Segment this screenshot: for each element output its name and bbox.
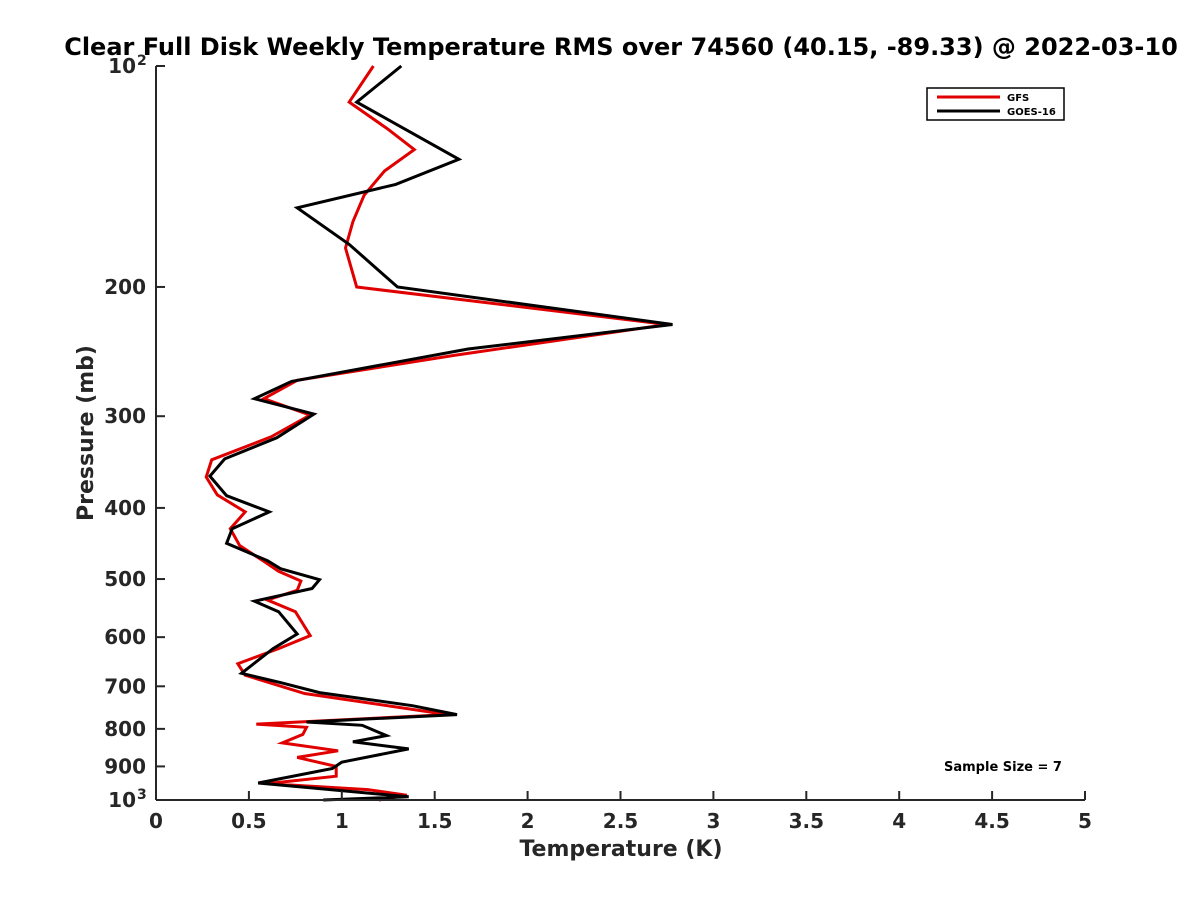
x-tick-label: 3 <box>706 809 720 833</box>
y-tick-label: 500 <box>104 567 146 591</box>
y-tick-label: 10 <box>108 788 136 812</box>
x-tick-label: 4.5 <box>974 809 1009 833</box>
y-tick-exponent: 2 <box>137 53 147 69</box>
y-tick-label: 200 <box>104 275 146 299</box>
x-tick-label: 0.5 <box>231 809 266 833</box>
x-tick-label: 5 <box>1078 809 1092 833</box>
x-tick-label: 2 <box>521 809 535 833</box>
legend: GFS GOES-16 <box>926 87 1065 121</box>
sample-size-annotation: Sample Size = 7 <box>944 760 1062 775</box>
y-tick-label: 600 <box>104 625 146 649</box>
x-axis-label: Temperature (K) <box>519 837 722 862</box>
x-axis-ticks: 0 0.5 1 1.5 2 2.5 3 3.5 4 4.5 5 <box>149 791 1092 833</box>
x-tick-label: 0 <box>149 809 163 833</box>
y-tick-label: 900 <box>104 754 146 778</box>
y-tick-label: 700 <box>104 674 146 698</box>
series-line-gfs <box>204 65 668 802</box>
x-tick-label: 1.5 <box>417 809 452 833</box>
y-axis-label: Pressure (mb) <box>74 345 99 521</box>
series-layer <box>204 64 673 802</box>
x-tick-label: 3.5 <box>789 809 824 833</box>
y-tick-label: 800 <box>104 717 146 741</box>
legend-entry-label: GOES-16 <box>1007 107 1056 118</box>
y-tick-label: 300 <box>104 404 146 428</box>
y-tick-label: 10 <box>108 54 136 78</box>
series-line-goes-16 <box>207 64 673 802</box>
x-tick-label: 4 <box>892 809 906 833</box>
x-tick-label: 1 <box>335 809 349 833</box>
legend-entry-label: GFS <box>1007 93 1029 104</box>
x-tick-label: 2.5 <box>603 809 638 833</box>
legend-box <box>926 87 1065 121</box>
y-tick-label: 400 <box>104 496 146 520</box>
y-tick-exponent: 3 <box>137 787 147 803</box>
chart-title: Clear Full Disk Weekly Temperature RMS o… <box>64 33 1178 61</box>
